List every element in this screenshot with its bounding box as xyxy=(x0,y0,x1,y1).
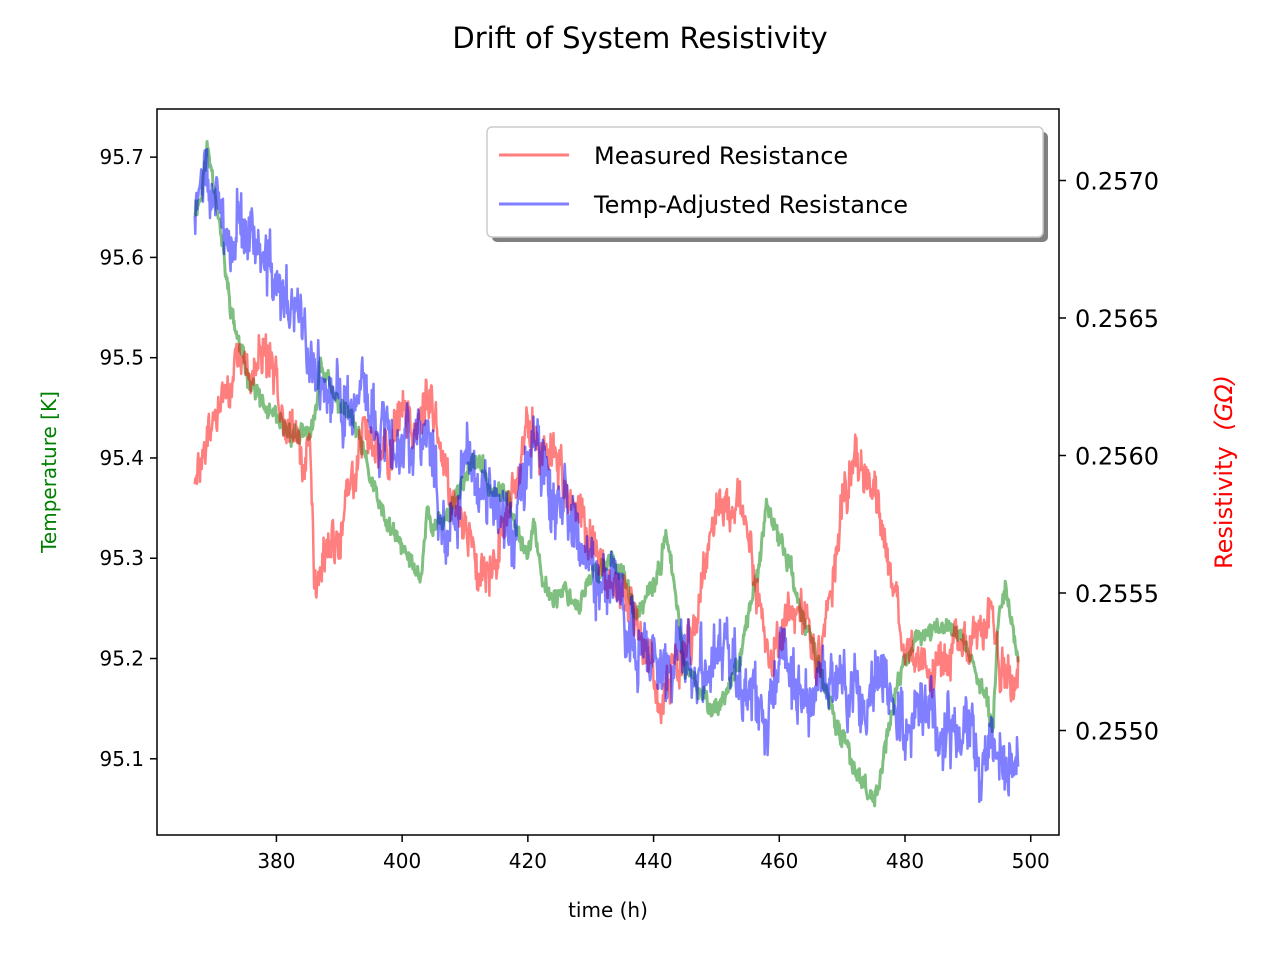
x-tick-label-3: 440 xyxy=(634,849,672,873)
y-left-tick-label-4: 95.5 xyxy=(99,346,144,370)
x-axis: 380 400 420 440 460 480 500 xyxy=(257,835,1050,873)
x-tick-label-1: 400 xyxy=(383,849,421,873)
plot-frame xyxy=(156,108,1060,836)
y-axis-right: 0.2550 0.2555 0.2560 0.2565 0.2570 xyxy=(1059,168,1159,746)
y-axis-left-title: Temperature [K] xyxy=(37,391,61,554)
x-tick-label-4: 460 xyxy=(760,849,798,873)
y-right-tick-label-1: 0.2555 xyxy=(1075,580,1159,608)
y-left-tick-label-2: 95.3 xyxy=(99,546,144,570)
x-tick-label-5: 480 xyxy=(886,849,924,873)
y-right-tick-label-2: 0.2560 xyxy=(1075,443,1159,471)
legend-box xyxy=(486,126,1044,238)
y-left-tick-label-1: 95.2 xyxy=(99,647,144,671)
x-tick-label-2: 420 xyxy=(509,849,547,873)
y-axis-right-title: Resistivity (GΩ) xyxy=(1210,375,1238,569)
series-layer xyxy=(193,139,1020,808)
legend: Measured Resistance Temp-Adjusted Resist… xyxy=(486,126,1048,242)
y-axis-left: 95.1 95.2 95.3 95.4 95.5 95.6 95.7 xyxy=(99,145,157,771)
legend-label-adjusted: Temp-Adjusted Resistance xyxy=(593,191,908,219)
y-right-tick-label-3: 0.2565 xyxy=(1075,305,1159,333)
legend-label-measured: Measured Resistance xyxy=(594,142,848,170)
series-line-2 xyxy=(193,147,1020,804)
y-left-tick-label-6: 95.7 xyxy=(99,145,144,169)
x-tick-label-6: 500 xyxy=(1012,849,1050,873)
chart-title: Drift of System Resistivity xyxy=(452,21,827,55)
x-tick-label-0: 380 xyxy=(257,849,295,873)
x-axis-title: time (h) xyxy=(568,898,648,922)
y-right-tick-label-0: 0.2550 xyxy=(1075,718,1159,746)
y-right-tick-label-4: 0.2570 xyxy=(1075,168,1159,196)
y-left-tick-label-0: 95.1 xyxy=(99,747,144,771)
y-left-tick-label-5: 95.6 xyxy=(99,245,144,269)
y-axis-right-title-text: Resistivity xyxy=(1210,446,1238,569)
plot-area xyxy=(156,108,1060,836)
y-axis-right-title-unit: (GΩ) xyxy=(1210,375,1238,431)
y-left-tick-label-3: 95.4 xyxy=(99,446,144,470)
